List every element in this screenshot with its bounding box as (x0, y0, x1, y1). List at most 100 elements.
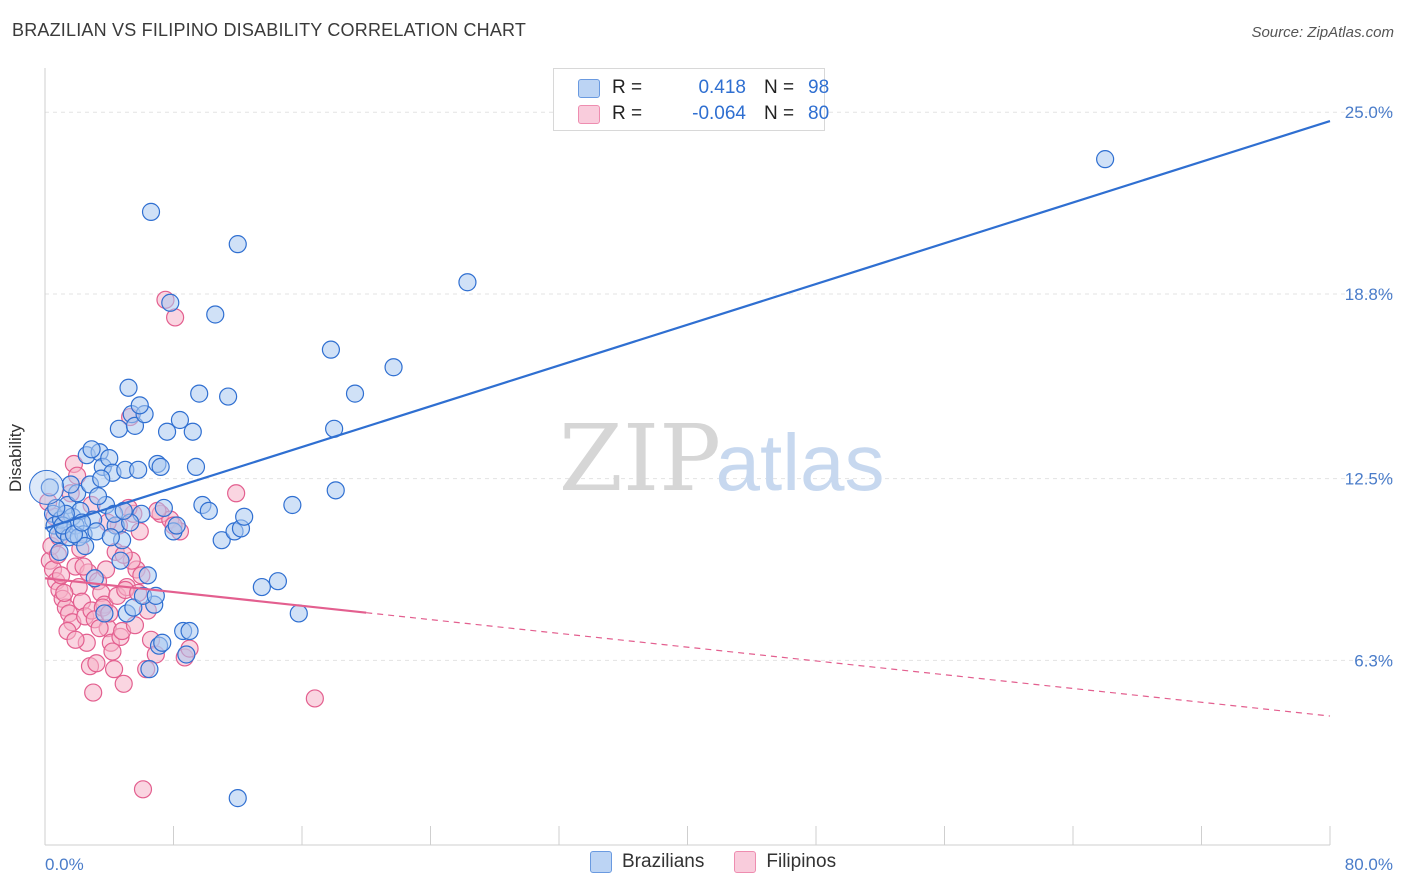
filipinos-point-52 (74, 557, 93, 576)
trend-lines (44, 119, 1331, 717)
y-tick-labels: 6.3% 12.5% 18.8% 25.0% (1345, 103, 1393, 670)
filipinos-point-40 (227, 484, 246, 503)
blue-swatch (578, 78, 600, 98)
axes (44, 68, 1331, 846)
brazilians-point-36 (151, 457, 170, 476)
chart-title: BRAZILIAN VS FILIPINO DISABILITY CORRELA… (12, 20, 527, 40)
brazilians-point-39 (161, 293, 180, 312)
legend-n-label: N = (764, 77, 795, 98)
brazilians-point-53 (219, 387, 238, 406)
legend-r-label: R = (612, 77, 643, 98)
filipinos-point-46 (55, 583, 74, 603)
brazilians-point-83 (88, 487, 108, 506)
filipinos-point-73 (66, 630, 85, 649)
brazilians-point-58 (252, 577, 271, 597)
legend-r-value: 0.418 (698, 77, 746, 98)
correlation-legend: R = 0.418 N = 98 R = -0.064 N = 80 (553, 68, 829, 131)
filipinos-point-56 (87, 654, 106, 673)
brazilians-point-84 (82, 440, 101, 459)
brazilians-point-72 (76, 536, 95, 556)
filipinos-point-29 (133, 780, 153, 799)
brazilians-points (29, 150, 1115, 808)
brazilians-point-41 (167, 516, 186, 535)
x-tick-labels: 0.0% 80.0% (45, 855, 1393, 874)
legend-item-filipinos[interactable]: Filipinos (734, 851, 836, 873)
brazilians-point-42 (170, 410, 190, 430)
brazilians-point-89 (130, 396, 149, 415)
brazilians-point-20 (100, 449, 119, 468)
brazilians-cluster-point (29, 469, 65, 505)
brazilians-point-38 (157, 422, 177, 441)
brazilians-point-78 (124, 598, 143, 617)
filipinos-point-61 (103, 642, 122, 661)
legend-r-label: R = (612, 103, 643, 124)
filipinos-point-55 (84, 683, 103, 702)
filipinos-trend-line-extension (366, 612, 1331, 717)
brazilians-point-61 (289, 604, 308, 623)
brazilians-point-67 (458, 273, 477, 292)
pink-swatch (578, 104, 600, 124)
brazilians-point-57 (235, 507, 254, 526)
brazilians-point-76 (111, 551, 130, 570)
legend-row-filipinos: R = -0.064 N = 80 (578, 101, 829, 127)
brazilians-trend-line (44, 119, 1331, 530)
brazilians-point-74 (95, 604, 114, 623)
x-tick-label-min: 0.0% (45, 855, 84, 874)
legend-n-label: N = (764, 103, 795, 124)
brazilians-point-29 (129, 460, 148, 479)
legend-row-brazilians: R = 0.418 N = 98 (578, 75, 829, 101)
gridlines (45, 111, 1395, 661)
legend-n-value: 98 (808, 77, 830, 98)
legend-item-brazilians[interactable]: Brazilians (590, 851, 704, 873)
brazilians-point-37 (154, 498, 173, 518)
brazilians-point-0 (40, 478, 59, 497)
brazilians-point-33 (141, 202, 161, 221)
series-legend: Brazilians Filipinos (590, 851, 866, 873)
source-label: Source: ZipAtlas.com (1251, 24, 1394, 41)
y-tick-label-1: 12.5% (1345, 470, 1393, 489)
brazilians-point-47 (186, 457, 206, 476)
pink-swatch (734, 851, 757, 873)
brazilians-point-26 (119, 378, 138, 397)
legend-r-value: -0.064 (692, 103, 746, 124)
brazilians-point-59 (268, 572, 288, 591)
filipinos-point-41 (305, 689, 324, 708)
brazilians-point-91 (228, 789, 247, 808)
blue-swatch (590, 851, 612, 873)
brazilians-point-48 (190, 384, 209, 403)
brazilians-point-86 (50, 542, 69, 561)
watermark-atlas: atlas (716, 418, 885, 507)
brazilians-point-62 (321, 340, 341, 359)
brazilians-point-32 (138, 566, 157, 585)
brazilians-point-68 (1096, 150, 1115, 169)
filipinos-trend-line (44, 577, 367, 614)
legend-label-brazilians: Brazilians (622, 851, 705, 872)
brazilians-point-85 (61, 475, 80, 494)
brazilians-point-60 (283, 495, 302, 515)
brazilians-point-55 (228, 235, 247, 254)
brazilians-point-80 (140, 660, 159, 679)
brazilians-point-51 (206, 305, 225, 324)
brazilians-point-46 (183, 422, 202, 441)
legend-n-value: 80 (808, 103, 830, 124)
brazilians-point-66 (384, 358, 403, 377)
brazilians-point-95 (92, 469, 111, 488)
brazilians-point-82 (153, 633, 172, 652)
filipinos-point-23 (114, 674, 133, 693)
brazilians-point-45 (180, 621, 199, 641)
x-tick-label-max: 80.0% (1345, 855, 1393, 874)
y-tick-label-2: 18.8% (1345, 285, 1393, 304)
watermark: ZIP atlas (559, 405, 885, 512)
brazilians-point-64 (326, 481, 345, 500)
brazilians-point-87 (101, 528, 120, 547)
filipinos-point-20 (104, 660, 124, 679)
y-tick-label-3: 25.0% (1345, 103, 1393, 122)
y-tick-label-0: 6.3% (1354, 651, 1393, 670)
watermark-zip: ZIP (559, 405, 721, 512)
brazilians-point-50 (199, 501, 218, 520)
brazilians-point-65 (345, 384, 365, 403)
brazilians-point-23 (109, 419, 128, 438)
brazilians-point-44 (177, 645, 196, 664)
legend-label-filipinos: Filipinos (766, 851, 837, 872)
